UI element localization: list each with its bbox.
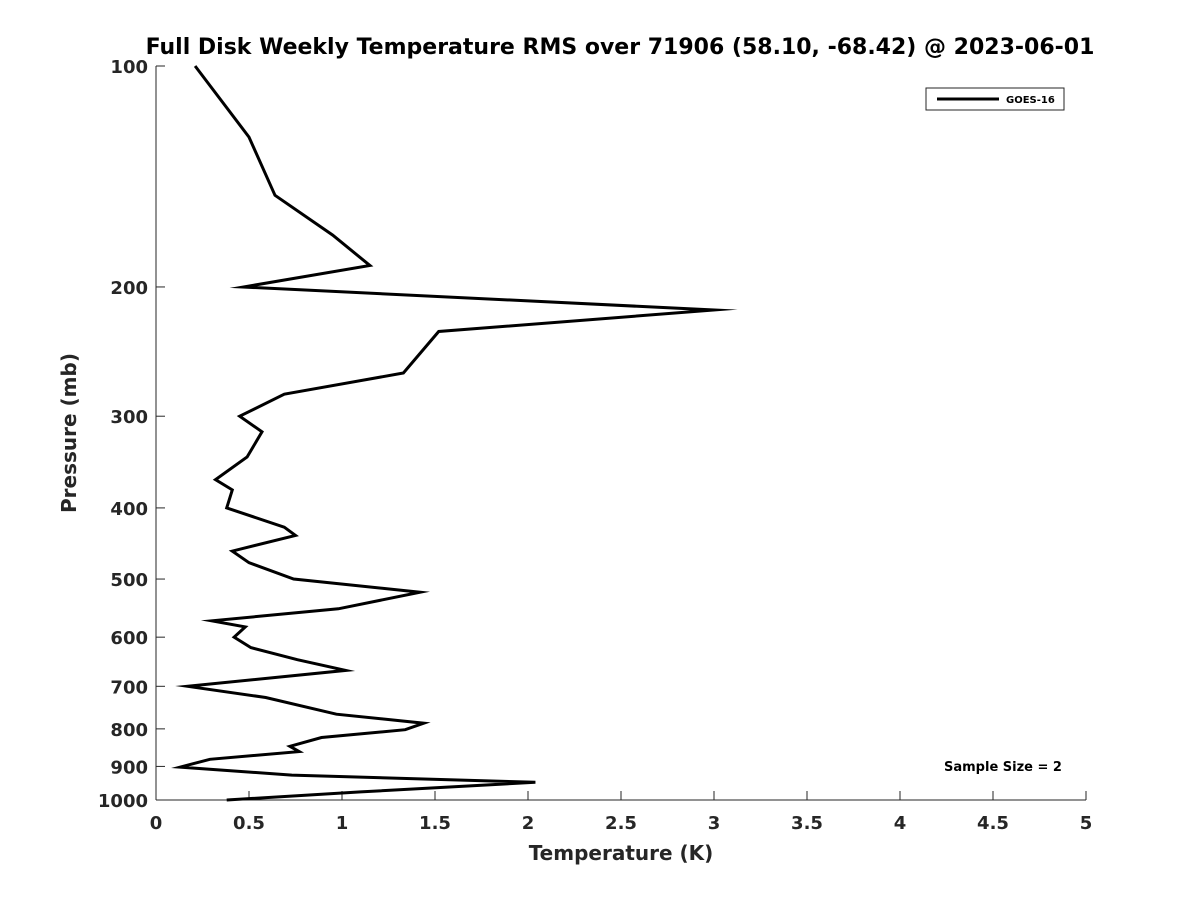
y-tick-label: 800 bbox=[110, 720, 148, 741]
x-tick-label: 1.5 bbox=[419, 813, 451, 834]
y-tick-label: 500 bbox=[110, 570, 148, 591]
x-tick-label: 0 bbox=[150, 813, 163, 834]
legend-label-goes-16: GOES-16 bbox=[1006, 95, 1055, 106]
y-axis-label: Pressure (mb) bbox=[57, 353, 81, 513]
y-tick-label: 600 bbox=[110, 628, 148, 649]
legend: GOES-16 bbox=[925, 87, 1065, 111]
x-tick-label: 3.5 bbox=[791, 813, 823, 834]
x-tick-label: 2 bbox=[522, 813, 535, 834]
sample-size-annotation: Sample Size = 2 bbox=[944, 760, 1062, 775]
chart-title: Full Disk Weekly Temperature RMS over 71… bbox=[146, 35, 1095, 60]
x-tick-label: 1 bbox=[336, 813, 349, 834]
y-tick-label: 300 bbox=[110, 407, 148, 428]
y-tick-label: 200 bbox=[110, 278, 148, 299]
y-tick-label: 400 bbox=[110, 499, 148, 520]
x-tick-label: 0.5 bbox=[233, 813, 265, 834]
plot-area bbox=[155, 66, 1086, 801]
y-ticks: 100 200 300 400 500 600 700 800 900 1000 bbox=[98, 57, 165, 812]
series-layer bbox=[171, 65, 738, 802]
x-tick-label: 3 bbox=[708, 813, 721, 834]
series-line-goes-16 bbox=[171, 65, 738, 802]
x-axis-label: Temperature (K) bbox=[529, 841, 714, 865]
x-tick-label: 2.5 bbox=[605, 813, 637, 834]
x-ticks: 0 0.5 1 1.5 2 2.5 3 3.5 4 4.5 5 bbox=[150, 791, 1093, 834]
x-tick-label: 4 bbox=[894, 813, 907, 834]
x-tick-label: 5 bbox=[1080, 813, 1093, 834]
y-tick-label: 700 bbox=[110, 677, 148, 698]
y-tick-label: 900 bbox=[110, 757, 148, 778]
x-tick-label: 4.5 bbox=[977, 813, 1009, 834]
y-tick-label: 1000 bbox=[98, 791, 148, 812]
y-tick-label: 100 bbox=[110, 57, 148, 78]
